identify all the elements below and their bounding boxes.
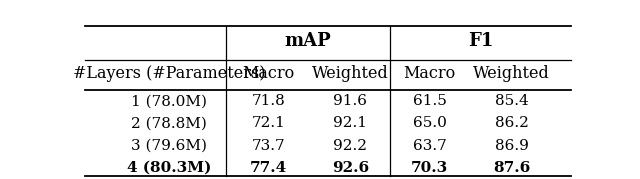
Text: 77.4: 77.4 <box>250 161 287 175</box>
Text: 85.4: 85.4 <box>495 94 529 108</box>
Text: 4 (80.3M): 4 (80.3M) <box>127 161 211 175</box>
Text: Macro: Macro <box>404 65 456 82</box>
Text: mAP: mAP <box>285 32 332 50</box>
Text: 72.1: 72.1 <box>252 117 285 130</box>
Text: 86.9: 86.9 <box>495 139 529 153</box>
Text: 2 (78.8M): 2 (78.8M) <box>131 117 207 130</box>
Text: 92.1: 92.1 <box>333 117 367 130</box>
Text: 3 (79.6M): 3 (79.6M) <box>131 139 207 153</box>
Text: 91.6: 91.6 <box>333 94 367 108</box>
Text: 63.7: 63.7 <box>413 139 447 153</box>
Text: Macro: Macro <box>243 65 294 82</box>
Text: Weighted: Weighted <box>312 65 388 82</box>
Text: Weighted: Weighted <box>473 65 550 82</box>
Text: 1 (78.0M): 1 (78.0M) <box>131 94 207 108</box>
Text: 61.5: 61.5 <box>413 94 447 108</box>
Text: 73.7: 73.7 <box>252 139 285 153</box>
Text: 86.2: 86.2 <box>495 117 529 130</box>
Text: 70.3: 70.3 <box>411 161 448 175</box>
Text: 87.6: 87.6 <box>493 161 530 175</box>
Text: 65.0: 65.0 <box>413 117 447 130</box>
Text: F1: F1 <box>468 32 493 50</box>
Text: 92.2: 92.2 <box>333 139 367 153</box>
Text: #Layers (#Parameters): #Layers (#Parameters) <box>73 65 266 82</box>
Text: 92.6: 92.6 <box>332 161 369 175</box>
Text: 71.8: 71.8 <box>252 94 285 108</box>
